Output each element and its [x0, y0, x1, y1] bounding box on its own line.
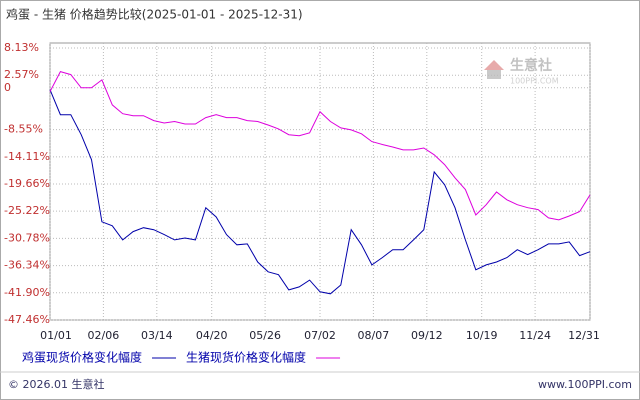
x-tick-label: 09/12 — [411, 329, 443, 342]
x-tick-label: 01/01 — [40, 329, 72, 342]
y-tick-label: -36.34% — [4, 259, 50, 272]
y-tick-label: -19.66% — [4, 177, 50, 190]
footer-right: www.100PPI.com — [538, 378, 632, 391]
x-tick-label: 05/26 — [249, 329, 281, 342]
x-tick-label: 03/14 — [141, 329, 173, 342]
y-tick-label: 8.13% — [4, 41, 39, 54]
y-tick-label: -25.22% — [4, 204, 50, 217]
watermark-site: 100PPI.COM — [510, 77, 559, 86]
series-line — [49, 89, 591, 295]
x-tick-label: 07/02 — [304, 329, 336, 342]
x-tick-label: 11/24 — [519, 329, 551, 342]
x-tick-label: 10/19 — [466, 329, 498, 342]
watermark-icon-base — [487, 70, 501, 79]
watermark-icon — [484, 60, 504, 70]
legend-label: 鸡蛋现货价格变化幅度 — [22, 350, 142, 365]
x-tick-label: 12/31 — [568, 329, 600, 342]
y-tick-label: -30.78% — [4, 231, 50, 244]
x-tick-label: 08/07 — [358, 329, 390, 342]
y-tick-label: -41.90% — [4, 286, 50, 299]
series-line — [49, 71, 591, 221]
legend-label: 生猪现货价格变化幅度 — [186, 350, 306, 365]
watermark-name: 生意社 — [510, 57, 552, 74]
y-tick-label: -47.46% — [4, 313, 50, 326]
x-tick-label: 04/20 — [196, 329, 228, 342]
y-tick-label: 0 — [4, 81, 11, 94]
x-tick-label: 02/06 — [88, 329, 120, 342]
footer-left: © 2026.01 生意社 — [8, 377, 104, 391]
y-tick-label: -14.11% — [4, 150, 50, 163]
watermark: 生意社 100PPI.COM — [484, 57, 559, 86]
chart-title: 鸡蛋 - 生猪 价格趋势比较(2025-01-01 - 2025-12-31) — [6, 7, 303, 22]
y-tick-label: 2.57% — [4, 68, 39, 81]
y-tick-label: -8.55% — [4, 123, 43, 136]
